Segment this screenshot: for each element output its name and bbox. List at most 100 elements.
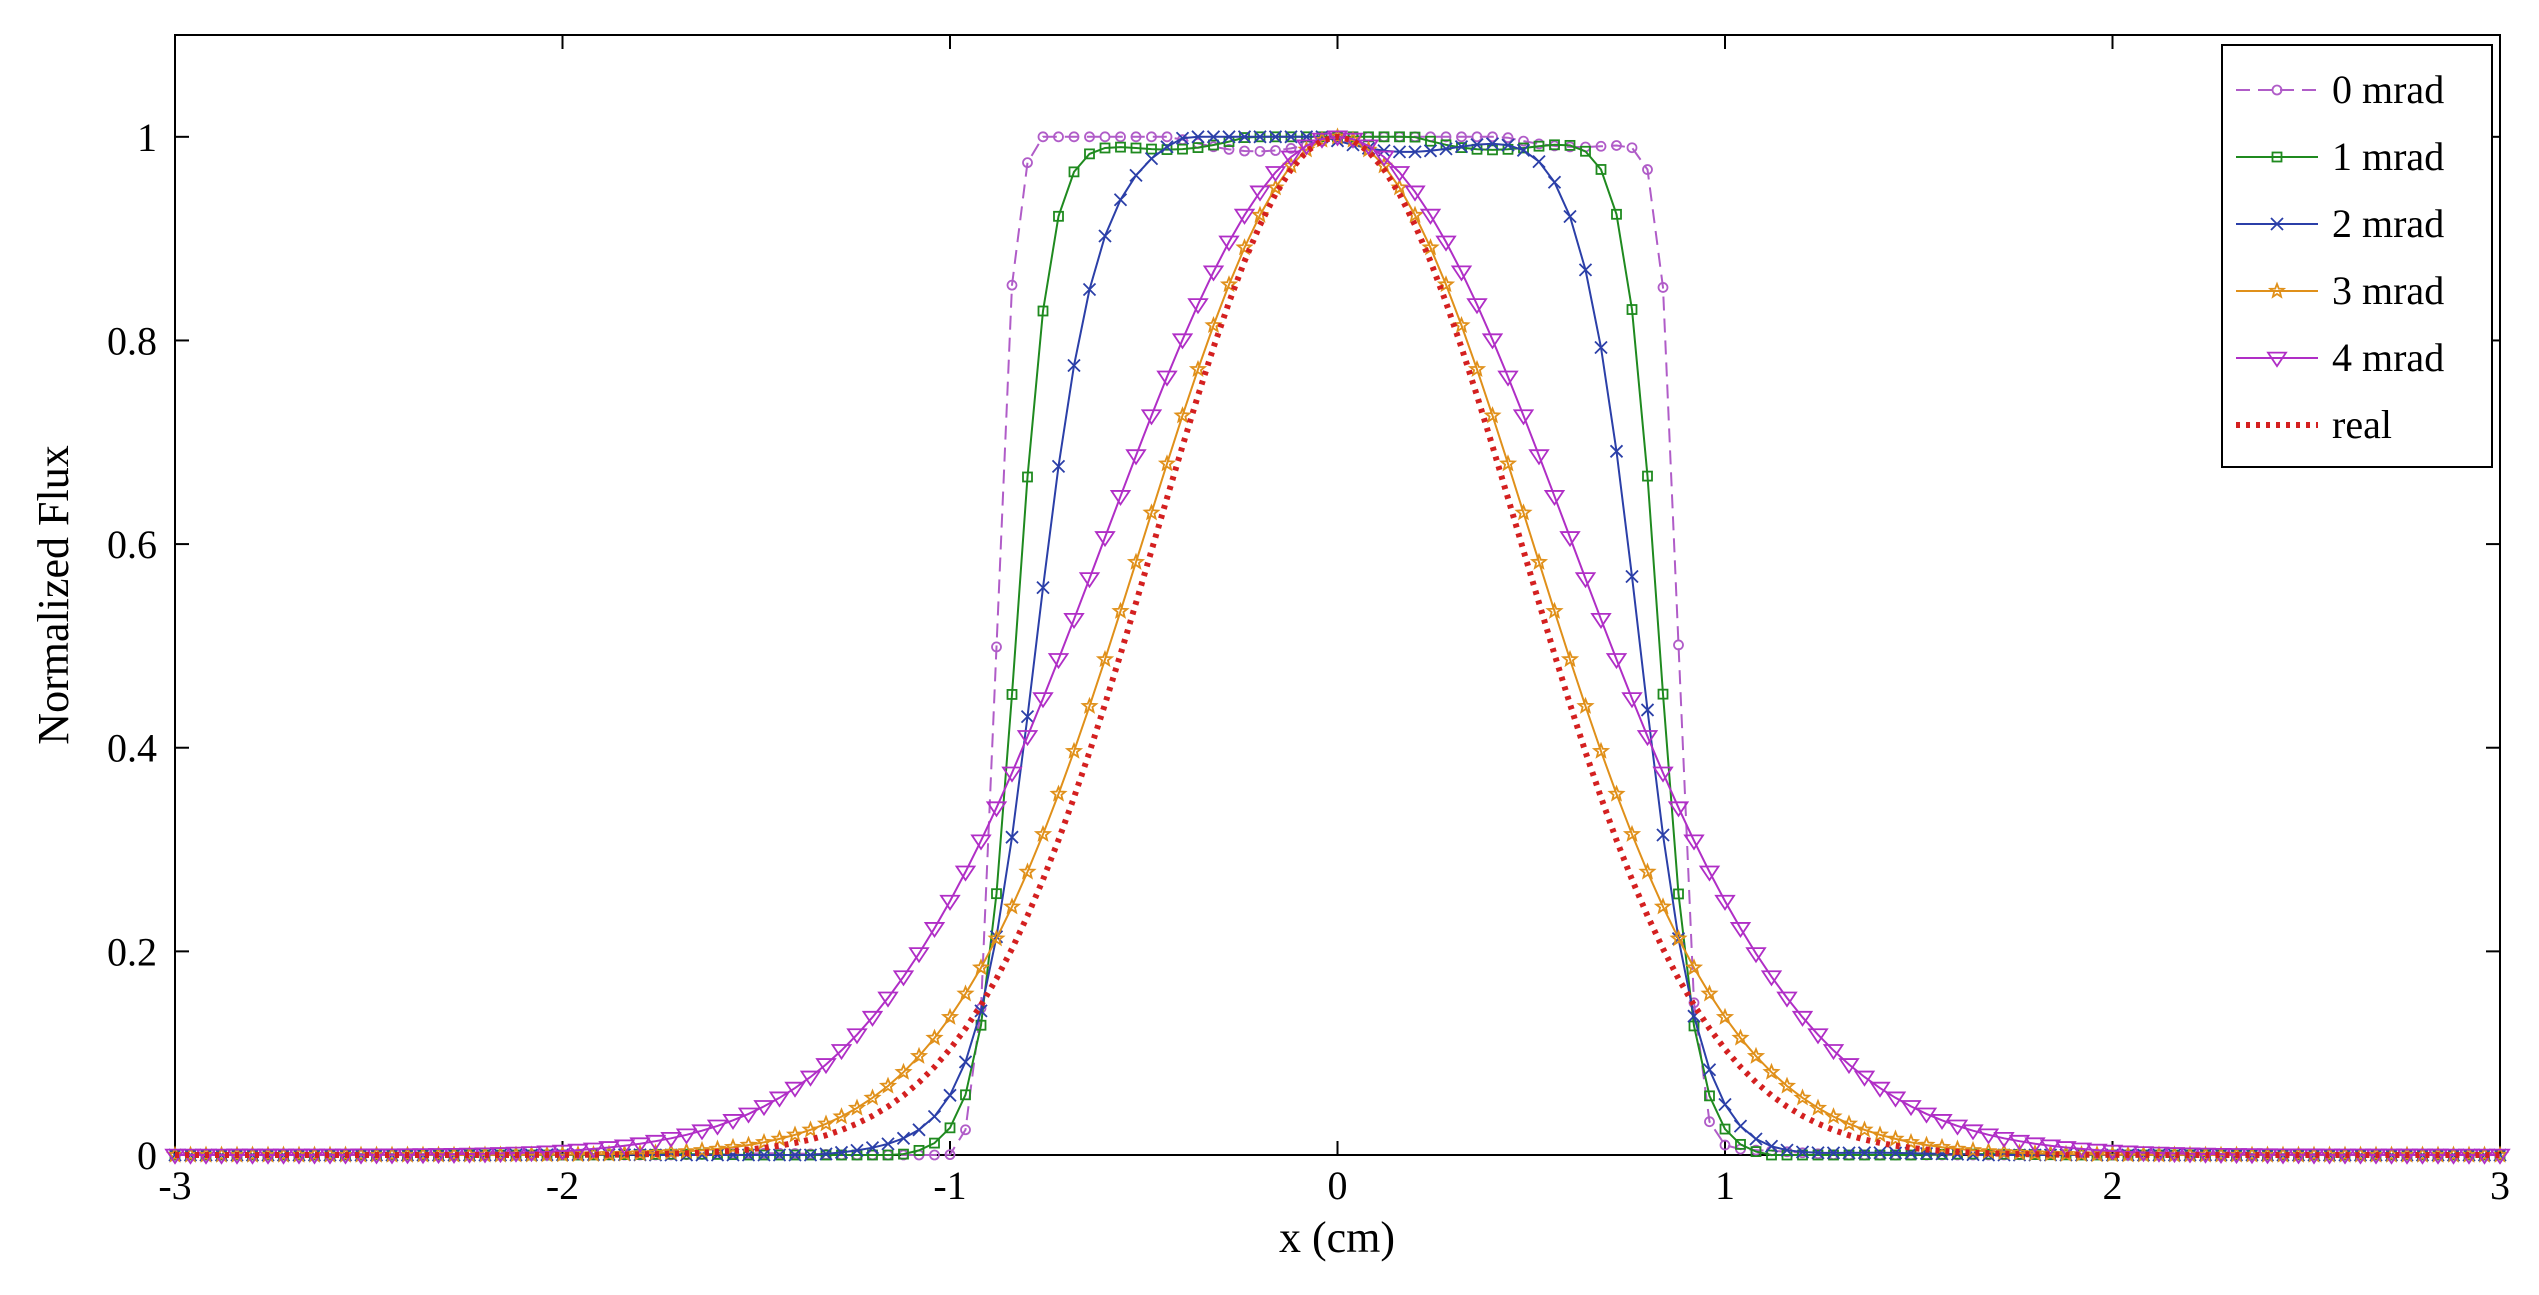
- data-point: [1870, 1125, 1890, 1143]
- data-point: [1022, 157, 1033, 169]
- data-point: [1084, 131, 1095, 143]
- data-point: [1006, 279, 1018, 291]
- data-point: [2010, 1143, 2029, 1161]
- data-point: [1144, 151, 1159, 166]
- legend-label: 1 mrad: [2332, 134, 2444, 179]
- series-line: [175, 135, 2500, 1156]
- data-point: [1249, 185, 1271, 202]
- series-line: [175, 135, 2500, 1156]
- data-point: [1032, 692, 1054, 709]
- data-point: [1188, 359, 1208, 378]
- data-point: [1006, 689, 1018, 700]
- data-point: [1750, 1146, 1762, 1158]
- data-point: [882, 1149, 894, 1161]
- legend-label: real: [2332, 402, 2392, 447]
- data-point: [644, 1134, 667, 1151]
- data-point: [1715, 1007, 1735, 1025]
- data-point: [288, 1148, 310, 1165]
- data-point: [1409, 131, 1421, 143]
- data-point: [1626, 304, 1638, 315]
- data-point: [1547, 175, 1562, 189]
- data-point: [925, 1028, 944, 1046]
- data-point: [536, 1145, 558, 1162]
- data-point: [1439, 142, 1453, 156]
- data-point: [846, 1028, 868, 1045]
- data-point: [1419, 208, 1442, 225]
- data-point: [1208, 139, 1219, 151]
- data-point: [863, 1088, 882, 1106]
- data-point: [1237, 130, 1252, 144]
- data-point: [1780, 1143, 1794, 1157]
- data-point: [1142, 503, 1161, 521]
- y-tick-label: 0.8: [107, 318, 157, 363]
- data-point: [1064, 741, 1084, 759]
- data-point: [819, 1147, 833, 1161]
- data-point: [1611, 208, 1622, 220]
- data-point: [1113, 193, 1128, 207]
- legend-label: 4 mrad: [2332, 335, 2444, 380]
- data-point: [1962, 1124, 1984, 1141]
- data-point: [737, 1107, 760, 1124]
- data-point: [1171, 333, 1194, 350]
- ticks: -3 -2 -1 0 1 2 3 0 0.2 0.4 0.6 0.8 1: [107, 35, 2510, 1208]
- data-point: [1392, 145, 1407, 159]
- data-point: [1764, 1139, 1779, 1153]
- data-point: [898, 1148, 909, 1160]
- data-point: [847, 1098, 867, 1116]
- data-point: [1859, 1149, 1870, 1161]
- data-point: [1822, 1044, 1845, 1061]
- data-point: [1235, 238, 1254, 256]
- data-point: [850, 1143, 864, 1158]
- y-tick-label: 0: [137, 1133, 157, 1178]
- series-line: [175, 135, 2500, 1156]
- data-point: [1206, 130, 1221, 144]
- data-point: [1408, 145, 1422, 159]
- data-point: [1777, 1076, 1797, 1094]
- data-point: [1560, 649, 1580, 668]
- legend-box: [2221, 44, 2493, 468]
- data-point: [1595, 164, 1607, 175]
- data-point: [896, 1131, 911, 1145]
- data-point: [1590, 613, 1612, 630]
- data-point: [1714, 894, 1736, 911]
- data-point: [1471, 131, 1483, 143]
- legend: 0 mrad 1 mrad 2 mrad 3 mrad 4 mrad real: [2221, 44, 2493, 468]
- data-point: [1187, 298, 1209, 315]
- data-point: [1688, 1020, 1700, 1032]
- data-point: [2318, 1148, 2341, 1165]
- data-point: [1653, 897, 1673, 915]
- data-point: [582, 1142, 605, 1159]
- data-point: [881, 1137, 895, 1151]
- data-point: [1099, 142, 1111, 154]
- data-point: [505, 1146, 527, 1163]
- data-point: [2271, 84, 2283, 96]
- data-point: [867, 1149, 878, 1161]
- data-point: [1733, 1119, 1748, 1133]
- data-point: [1559, 531, 1581, 548]
- data-point: [1652, 766, 1674, 783]
- data-point: [960, 1089, 971, 1101]
- data-point: [1838, 1058, 1860, 1075]
- data-point: [892, 970, 915, 987]
- data-point: [1735, 1138, 1746, 1150]
- data-point: [1082, 282, 1097, 297]
- data-point: [1373, 150, 1395, 167]
- data-point: [1280, 150, 1302, 167]
- data-point: [1963, 1140, 1983, 1159]
- data-point: [923, 922, 946, 939]
- data-point: [1545, 601, 1564, 619]
- data-point: [1099, 131, 1111, 143]
- data-point: [1394, 131, 1405, 143]
- data-point: [1901, 1132, 1921, 1150]
- data-point: [706, 1119, 729, 1136]
- data-point: [1808, 1098, 1828, 1116]
- data-point: [1094, 531, 1116, 548]
- data-point: [1657, 282, 1669, 293]
- data-point: [1423, 144, 1438, 158]
- data-point: [1173, 406, 1192, 424]
- data-point: [1626, 142, 1638, 154]
- data-point: [1002, 897, 1022, 915]
- data-point: [1378, 131, 1390, 143]
- x-tick-label: 3: [2490, 1163, 2510, 1208]
